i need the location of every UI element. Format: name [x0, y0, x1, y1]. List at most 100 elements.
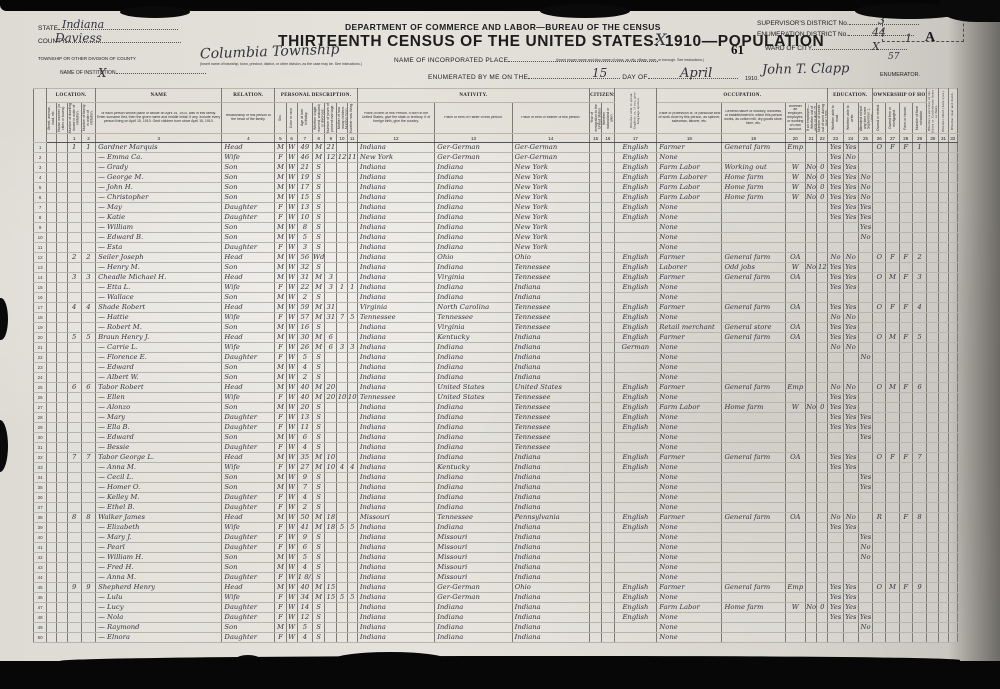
record-cell: 9: [80, 582, 97, 593]
record-cell: 19: [296, 172, 314, 183]
column-number: 25: [857, 133, 874, 143]
column-header: General nature of industry, business, or…: [721, 102, 786, 134]
record-cell: [947, 212, 959, 223]
record-cell: [898, 432, 913, 443]
record-cell: W: [285, 342, 298, 353]
record-cell: — Esta: [95, 242, 223, 253]
township-value: Columbia Township: [199, 41, 340, 63]
record-cell: F: [274, 342, 287, 353]
record-cell: 6: [80, 382, 97, 393]
ward-of-city-value: X: [872, 40, 880, 53]
record-cell: [56, 602, 68, 613]
column-number: 28: [898, 133, 913, 143]
record-cell: No: [804, 192, 818, 203]
record-cell: W: [285, 222, 298, 233]
record-cell: [938, 582, 949, 593]
record-cell: [589, 622, 603, 633]
record-cell: [842, 552, 859, 563]
record-cell: [816, 412, 829, 423]
record-cell: [816, 142, 829, 153]
record-cell: Daughter: [221, 352, 276, 363]
record-cell: W: [285, 422, 298, 433]
table-row: 24— Albert W. Son M W 2 S Indiana Indiana Indian…: [32, 372, 959, 383]
record-cell: [926, 622, 940, 633]
record-cell: Indiana: [356, 362, 436, 373]
record-cell: [816, 552, 829, 563]
record-cell: [816, 372, 829, 383]
record-cell: [46, 552, 58, 563]
record-cell: [827, 492, 844, 503]
record-cell: [898, 152, 913, 163]
record-cell: 18: [324, 522, 338, 533]
record-cell: [46, 362, 58, 373]
record-cell: [885, 292, 900, 303]
record-cell: [56, 492, 68, 503]
record-cell: 31: [324, 312, 338, 323]
record-cell: [947, 402, 959, 413]
record-cell: Braun Henry J.: [95, 332, 223, 343]
column-header: Number of farm schedule.: [911, 102, 928, 134]
record-cell: [80, 352, 97, 363]
record-cell: English: [613, 612, 658, 623]
record-cell: Wife: [221, 592, 276, 603]
record-cell: M: [274, 452, 287, 463]
record-cell: F: [885, 142, 900, 153]
record-cell: 5: [296, 622, 314, 633]
record-cell: W: [285, 552, 298, 563]
line-number-cell: 46: [32, 592, 48, 603]
record-cell: [601, 392, 615, 403]
record-cell: [804, 472, 818, 483]
record-cell: [926, 222, 940, 233]
line-number-cell: 30: [32, 432, 48, 443]
record-cell: [857, 582, 874, 593]
record-cell: [804, 502, 818, 513]
record-cell: [324, 292, 338, 303]
record-cell: [589, 612, 603, 623]
record-cell: 3: [66, 272, 82, 283]
record-cell: [346, 472, 358, 483]
record-cell: [80, 542, 97, 553]
record-cell: [46, 412, 58, 423]
record-cell: [589, 172, 603, 183]
record-cell: [938, 552, 949, 563]
record-cell: [784, 522, 806, 533]
record-cell: [336, 562, 348, 573]
table-row: 36— Kelley M. Daughter F W 4 S Indiana Indiana I…: [32, 492, 959, 503]
record-cell: Indiana: [434, 432, 513, 443]
enumeration-district-label: ENUMERATION DISTRICT No.: [757, 31, 915, 38]
record-cell: [816, 342, 829, 353]
record-cell: 5: [336, 522, 348, 533]
record-cell: [911, 492, 928, 503]
record-cell: Pennsylvania: [511, 512, 591, 523]
record-cell: S: [311, 412, 326, 423]
table-row: 17 4 4 Shade Robert Head M W 59 M 31 Virginia North…: [32, 302, 959, 313]
record-cell: [589, 152, 603, 163]
record-cell: [938, 492, 949, 503]
record-cell: [947, 412, 959, 423]
record-cell: [589, 232, 603, 243]
record-cell: General farm: [721, 302, 786, 313]
record-cell: Yes: [842, 402, 859, 413]
record-cell: [601, 582, 615, 593]
record-cell: [816, 452, 829, 463]
record-cell: 8: [80, 512, 97, 523]
record-cell: Indiana: [434, 492, 513, 503]
column-header: Age at last birthday.: [296, 102, 314, 134]
record-cell: [601, 152, 615, 163]
sheet-letter: A: [925, 30, 936, 45]
record-cell: [46, 462, 58, 473]
record-cell: [66, 322, 82, 333]
record-cell: Head: [221, 142, 276, 153]
record-cell: [872, 152, 887, 163]
enumerated-year: 1910.: [745, 76, 759, 82]
record-cell: [80, 172, 97, 183]
record-cell: [827, 372, 844, 383]
line-number-cell: 17: [32, 302, 48, 313]
record-cell: [804, 522, 818, 533]
record-cell: [938, 222, 949, 233]
record-cell: [346, 512, 358, 523]
table-row: 9— William Son M W 8 S Indiana Indiana New York N…: [32, 222, 959, 233]
record-cell: English: [613, 582, 658, 593]
record-cell: [66, 572, 82, 583]
record-cell: [56, 312, 68, 323]
